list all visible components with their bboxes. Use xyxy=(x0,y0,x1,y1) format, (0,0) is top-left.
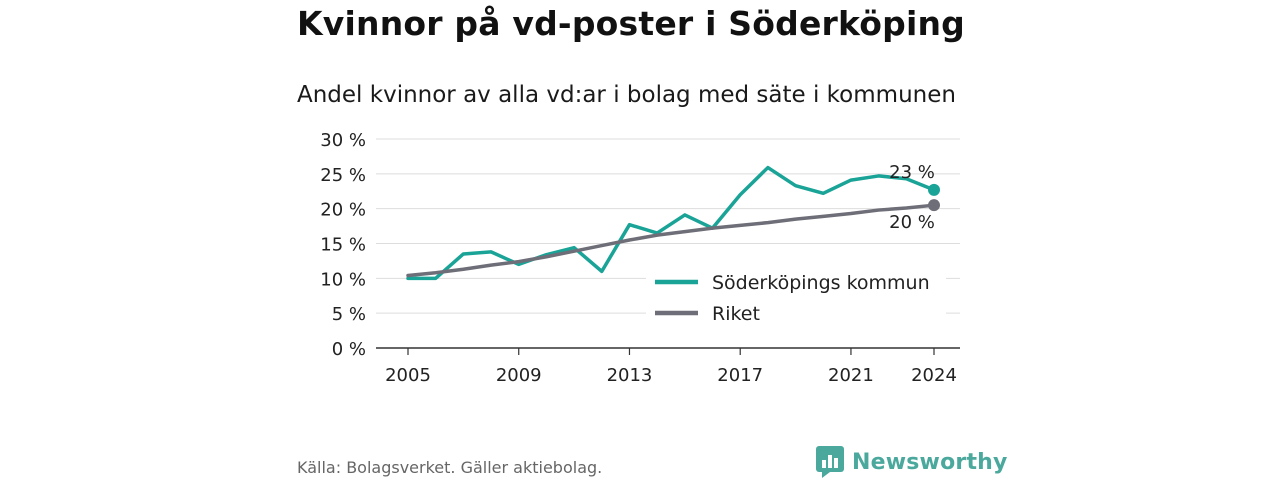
brand-logo: Newsworthy xyxy=(816,446,1008,478)
x-tick-label: 2017 xyxy=(717,365,763,386)
legend-background xyxy=(646,264,946,328)
newsworthy-logo-icon xyxy=(816,446,844,478)
legend-label: Riket xyxy=(712,303,760,325)
x-tick-label: 2021 xyxy=(828,365,874,386)
y-tick-label: 10 % xyxy=(320,269,366,290)
y-tick-label: 0 % xyxy=(332,339,366,360)
legend-label: Söderköpings kommun xyxy=(712,272,930,294)
series-lines: 23 % 20 % xyxy=(406,162,940,281)
y-tick-label: 20 % xyxy=(320,200,366,221)
x-tick-label: 2005 xyxy=(385,365,431,386)
y-tick-label: 30 % xyxy=(320,130,366,151)
end-value-label: 20 % xyxy=(889,212,935,233)
end-point xyxy=(928,199,940,212)
chart-title: Kvinnor på vd-poster i Söderköping xyxy=(297,4,965,43)
series-line-riket xyxy=(406,203,936,278)
y-axis-ticks: 0 % 5 % 10 % 15 % 20 % 25 % 30 % xyxy=(320,130,366,360)
end-point xyxy=(928,183,940,196)
x-tick-label: 2024 xyxy=(911,365,957,386)
chart-subtitle: Andel kvinnor av alla vd:ar i bolag med … xyxy=(297,82,956,108)
x-tick-label: 2013 xyxy=(607,365,653,386)
y-tick-label: 15 % xyxy=(320,235,366,256)
line-chart: 0 %5 %10 %15 %20 %25 %30 % 2005 2009 2013 2… xyxy=(320,130,960,386)
brand-name: Newsworthy xyxy=(852,449,1008,475)
y-tick-label: 25 % xyxy=(320,165,366,186)
source-note: Källa: Bolagsverket. Gäller aktiebolag. xyxy=(297,458,603,477)
series-line-kommun xyxy=(406,165,936,281)
y-tick-label: 5 % xyxy=(332,304,366,325)
x-tick-label: 2009 xyxy=(496,365,542,386)
legend: Söderköpings kommun Riket xyxy=(646,264,946,328)
x-axis-ticks: 2005 2009 2013 2017 2021 2024 xyxy=(385,348,957,386)
end-value-label: 23 % xyxy=(889,162,935,183)
